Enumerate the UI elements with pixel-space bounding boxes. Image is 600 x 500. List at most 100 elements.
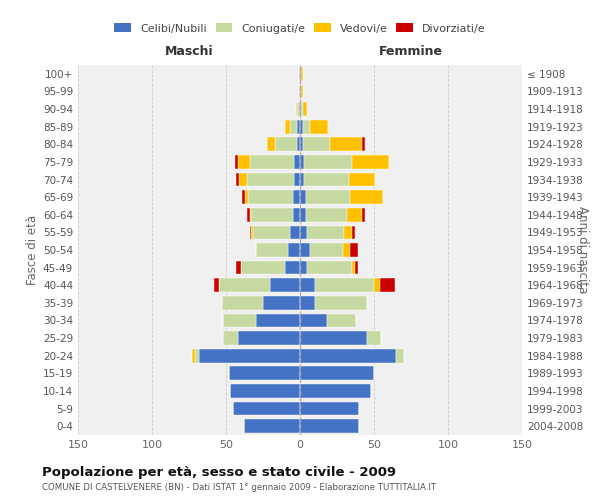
Bar	[300, 84, 301, 98]
Bar	[268, 138, 275, 151]
Bar	[250, 208, 251, 222]
Bar	[355, 260, 358, 274]
Text: Femmine: Femmine	[379, 45, 443, 58]
Bar	[300, 102, 301, 116]
Bar	[300, 172, 304, 186]
Bar	[300, 208, 306, 222]
Bar	[307, 226, 344, 239]
Bar	[306, 190, 350, 204]
Bar	[300, 420, 359, 433]
Bar	[238, 331, 300, 345]
Bar	[300, 314, 326, 328]
Bar	[248, 190, 293, 204]
Bar	[326, 314, 356, 328]
Bar	[300, 226, 307, 239]
Bar	[238, 155, 250, 169]
Bar	[233, 402, 300, 415]
Bar	[303, 120, 310, 134]
Bar	[310, 120, 328, 134]
Bar	[304, 155, 352, 169]
Bar	[218, 278, 271, 292]
Bar	[350, 243, 358, 257]
Bar	[293, 190, 300, 204]
Bar	[250, 226, 251, 239]
Bar	[301, 102, 303, 116]
Bar	[300, 366, 374, 380]
Bar	[230, 384, 300, 398]
Bar	[290, 226, 300, 239]
Bar	[253, 226, 290, 239]
Bar	[300, 190, 306, 204]
Bar	[251, 226, 253, 239]
Bar	[299, 67, 300, 80]
Bar	[214, 278, 218, 292]
Bar	[256, 314, 300, 328]
Bar	[229, 366, 300, 380]
Bar	[250, 155, 294, 169]
Text: Popolazione per età, sesso e stato civile - 2009: Popolazione per età, sesso e stato civil…	[42, 466, 396, 479]
Bar	[247, 172, 294, 186]
Bar	[296, 102, 297, 116]
Y-axis label: Fasce di età: Fasce di età	[26, 215, 39, 285]
Bar	[300, 67, 301, 80]
Bar	[329, 138, 362, 151]
Bar	[307, 260, 352, 274]
Bar	[221, 296, 263, 310]
Bar	[315, 296, 367, 310]
Bar	[300, 296, 315, 310]
Bar	[303, 102, 307, 116]
Bar	[195, 349, 199, 362]
Bar	[301, 67, 303, 80]
Bar	[367, 331, 382, 345]
Bar	[294, 172, 300, 186]
Text: Maschi: Maschi	[164, 45, 214, 58]
Bar	[352, 226, 355, 239]
Bar	[300, 243, 310, 257]
Bar	[301, 84, 303, 98]
Bar	[235, 155, 238, 169]
Bar	[310, 243, 343, 257]
Bar	[300, 155, 304, 169]
Bar	[349, 172, 376, 186]
Bar	[315, 278, 374, 292]
Bar	[352, 260, 355, 274]
Bar	[396, 349, 404, 362]
Bar	[256, 243, 288, 257]
Bar	[199, 349, 300, 362]
Bar	[304, 172, 349, 186]
Legend: Celibi/Nubili, Coniugati/e, Vedovi/e, Divorziati/e: Celibi/Nubili, Coniugati/e, Vedovi/e, Di…	[110, 19, 490, 38]
Bar	[300, 331, 367, 345]
Bar	[352, 155, 389, 169]
Bar	[275, 138, 297, 151]
Bar	[245, 190, 248, 204]
Bar	[297, 120, 300, 134]
Bar	[223, 331, 238, 345]
Bar	[239, 172, 247, 186]
Bar	[236, 260, 241, 274]
Bar	[236, 172, 239, 186]
Bar	[192, 349, 195, 362]
Bar	[300, 278, 315, 292]
Bar	[223, 314, 256, 328]
Bar	[300, 120, 303, 134]
Y-axis label: Anni di nascita: Anni di nascita	[576, 206, 589, 294]
Bar	[288, 243, 300, 257]
Bar	[300, 384, 371, 398]
Bar	[380, 278, 395, 292]
Text: COMUNE DI CASTELVENERE (BN) - Dati ISTAT 1° gennaio 2009 - Elaborazione TUTTITAL: COMUNE DI CASTELVENERE (BN) - Dati ISTAT…	[42, 484, 436, 492]
Bar	[300, 138, 303, 151]
Bar	[350, 190, 383, 204]
Bar	[247, 208, 250, 222]
Bar	[303, 138, 329, 151]
Bar	[244, 420, 300, 433]
Bar	[306, 208, 347, 222]
Bar	[299, 102, 300, 116]
Bar	[362, 138, 365, 151]
Bar	[294, 155, 300, 169]
Bar	[300, 349, 396, 362]
Bar	[343, 243, 350, 257]
Bar	[285, 120, 290, 134]
Bar	[300, 402, 359, 415]
Bar	[374, 278, 380, 292]
Bar	[290, 120, 297, 134]
